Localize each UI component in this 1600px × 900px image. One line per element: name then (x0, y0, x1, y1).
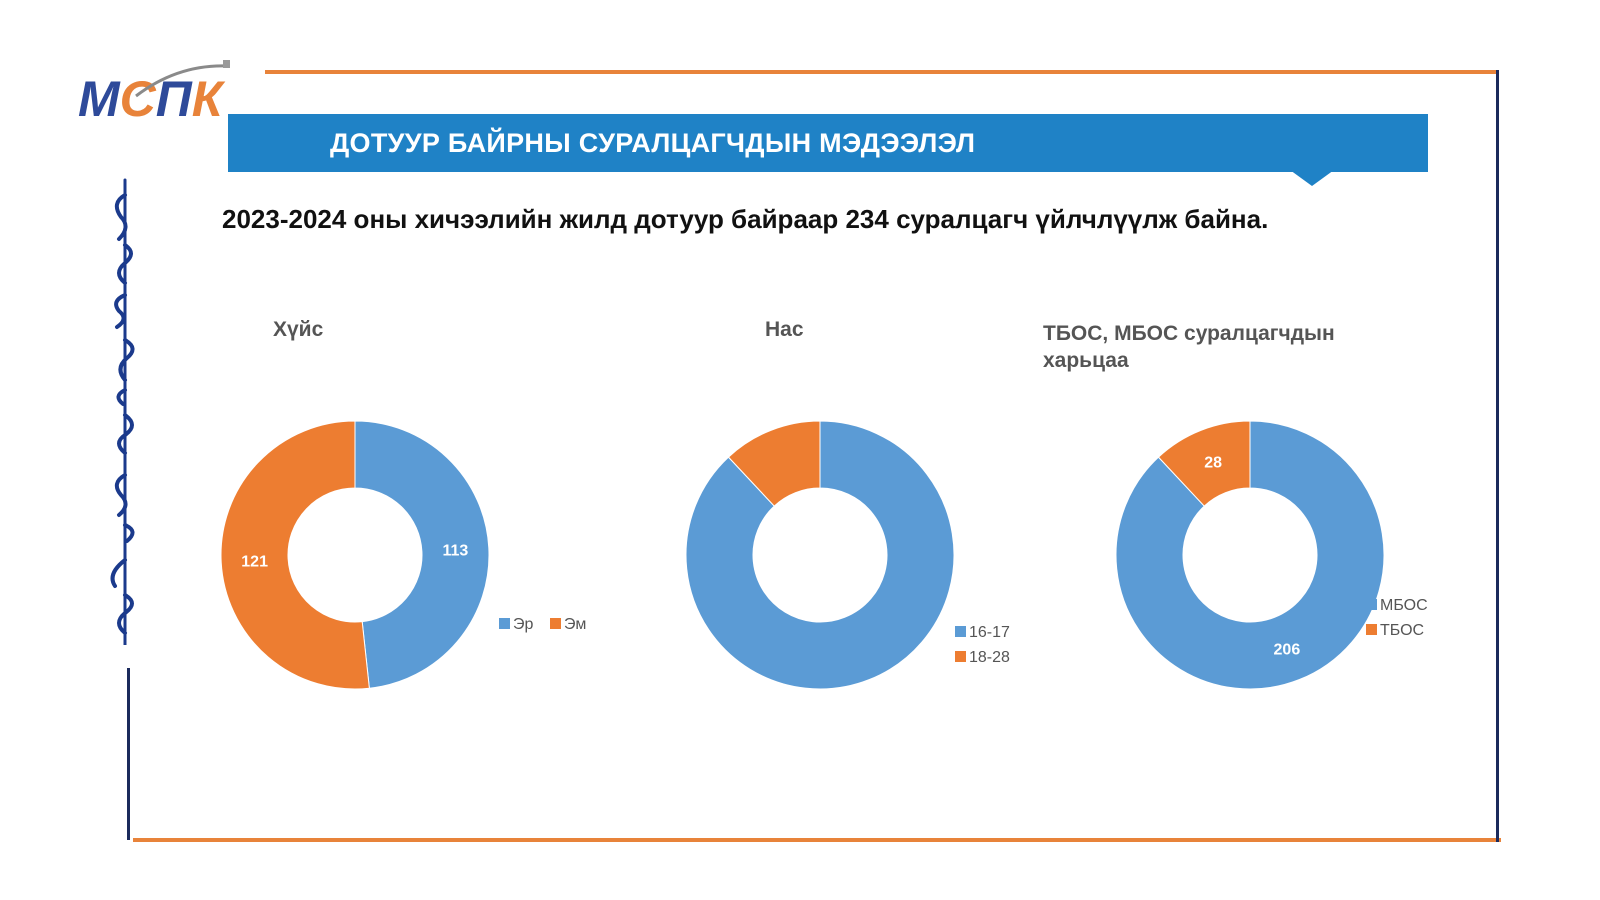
gender-donut-chart: 113 121 (220, 420, 490, 690)
bottom-accent-line (133, 838, 1501, 842)
logo-text-part-4: К (192, 71, 226, 126)
right-frame-line (1496, 70, 1499, 842)
donut-slice-18-28 (727, 420, 821, 507)
legend-label-age-18-28: 18-28 (969, 649, 1010, 666)
donut-slice-ТБОС (1157, 420, 1251, 507)
data-label-Эм: 121 (241, 553, 268, 570)
data-label-ТБОС: 28 (1204, 455, 1222, 472)
logo-text-part-2: С (120, 71, 157, 126)
legend-label-tbos: ТБОС (1380, 622, 1425, 639)
logo: МСПК (78, 60, 230, 126)
legend-item-age-18-28: 18-28 (955, 649, 1010, 667)
legend-item-female: Эм (550, 616, 586, 634)
data-label-Эр: 113 (442, 543, 468, 560)
age-donut-chart (685, 420, 955, 690)
vertical-mongolian-script (110, 178, 135, 645)
legend-swatch-mbos (1366, 599, 1377, 610)
legend-item-male: Эр (499, 616, 533, 634)
legend-swatch-tbos (1366, 624, 1377, 635)
legend-label-female: Эм (564, 616, 587, 633)
donut-slice-Эр (354, 420, 490, 689)
logo-swoosh (135, 64, 229, 98)
age-chart-title: Нас (765, 318, 804, 341)
logo-tower-icon (223, 60, 230, 68)
donut-slice-16-17 (685, 420, 955, 690)
logo-text-part-1: М (78, 71, 121, 126)
level-chart-title: ТБОС, МБОС суралцагчдын харьцаа (1043, 322, 1335, 372)
legend-swatch-male (499, 618, 510, 629)
banner-title: ДОТУУР БАЙРНЫ СУРАЛЦАГЧДЫН МЭДЭЭЛЭЛ (330, 128, 976, 158)
level-legend: МБОС ТБОС (1366, 597, 1456, 647)
legend-item-mbos: МБОС (1366, 597, 1428, 615)
donut-slice-МБОС (1115, 420, 1385, 690)
banner-notch (1290, 170, 1334, 186)
level-donut-chart: 206 28 (1115, 420, 1385, 690)
left-frame-line (127, 668, 130, 840)
gender-legend: Эр Эм (499, 616, 619, 638)
summary-text: 2023-2024 оны хичээлийн жилд дотуур байр… (222, 204, 1269, 234)
legend-swatch-female (550, 618, 561, 629)
title-banner: ДОТУУР БАЙРНЫ СУРАЛЦАГЧДЫН МЭДЭЭЛЭЛ (228, 114, 1428, 172)
legend-swatch-age-16-17 (955, 626, 966, 637)
legend-label-male: Эр (513, 616, 534, 633)
legend-label-mbos: МБОС (1380, 597, 1428, 614)
legend-swatch-age-18-28 (955, 651, 966, 662)
top-accent-line (265, 70, 1497, 74)
logo-text: МСПК (78, 71, 226, 126)
donut-slice-Эм (220, 420, 370, 690)
legend-item-age-16-17: 16-17 (955, 624, 1010, 642)
gender-chart-title: Хүйс (273, 318, 324, 341)
data-label-МБОС: 206 (1274, 641, 1301, 658)
legend-item-tbos: ТБОС (1366, 622, 1424, 640)
age-legend: 16-17 18-28 (955, 624, 1035, 674)
legend-label-age-16-17: 16-17 (969, 624, 1010, 641)
